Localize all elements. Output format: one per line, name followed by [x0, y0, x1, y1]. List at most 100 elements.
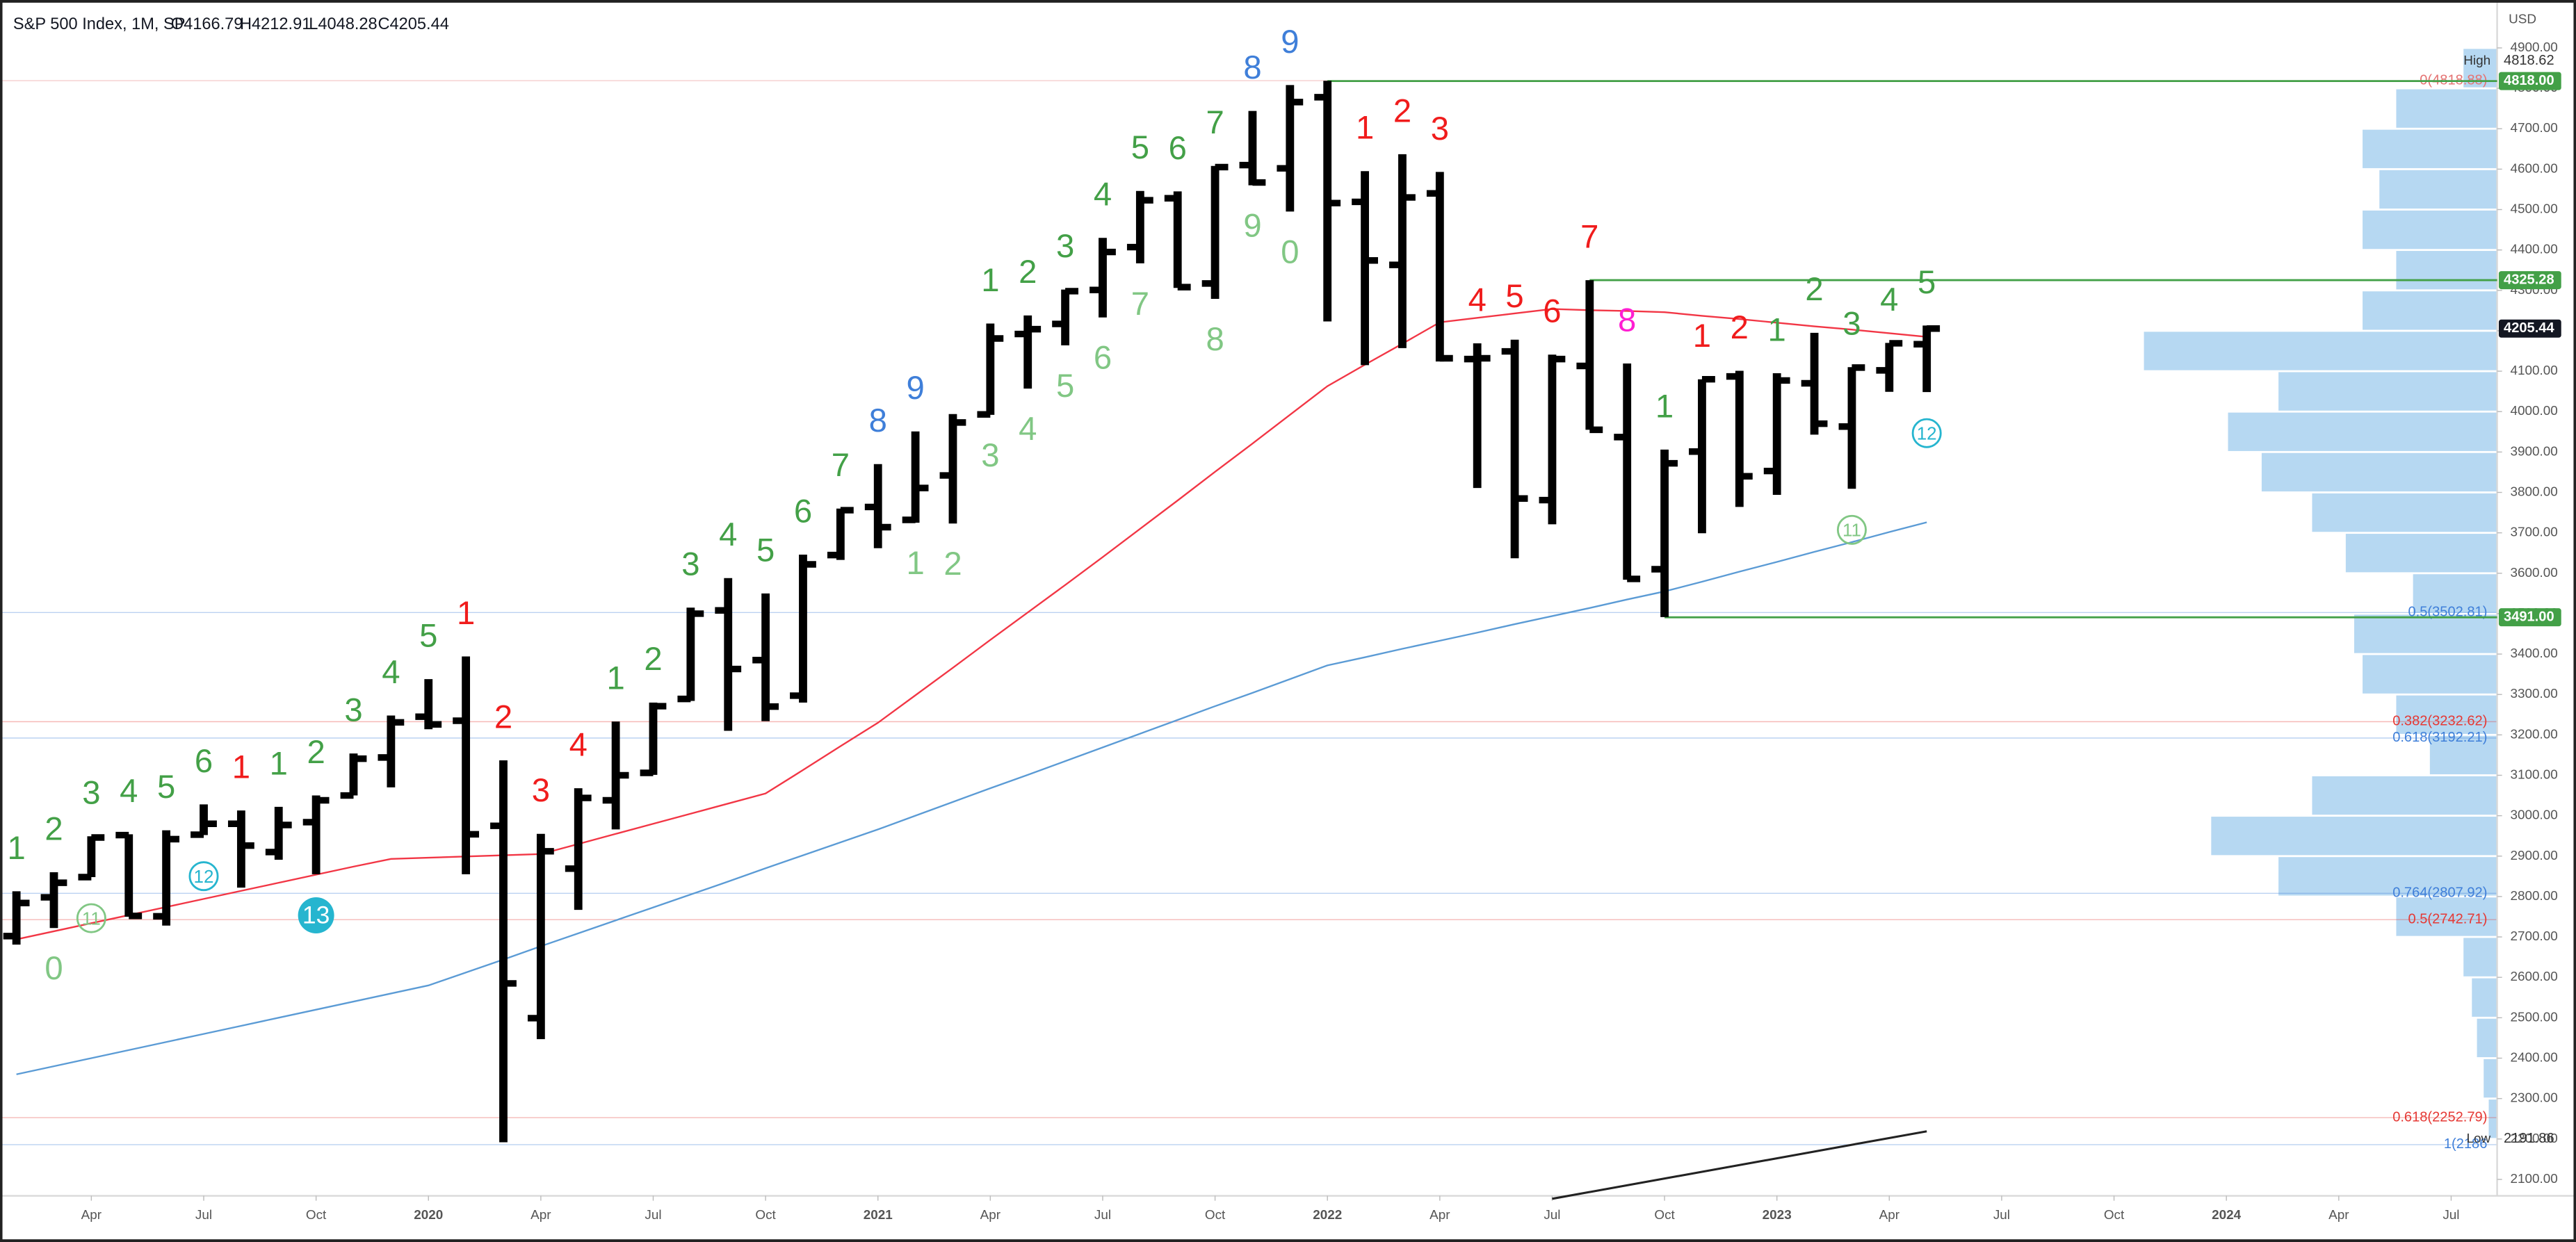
volume-profile-bar: [2312, 493, 2497, 532]
volume-profile-bar: [2363, 655, 2497, 694]
volume-profile-bar: [2278, 857, 2497, 896]
y-tick-label: 3300.00: [2510, 687, 2557, 701]
last-price-label: 4205.44: [2504, 320, 2554, 336]
setup-label: 2: [1805, 271, 1823, 308]
y-tick-label: 4100.00: [2510, 363, 2557, 378]
x-tick-label: Oct: [1654, 1208, 1675, 1223]
setup-label: 1: [606, 660, 624, 697]
y-tick-label: 3400.00: [2510, 646, 2557, 661]
y-tick-label: 2700.00: [2510, 929, 2557, 944]
price-label-box: [2498, 608, 2561, 627]
setup-label: 8: [869, 402, 887, 439]
y-tick-label: 2400.00: [2510, 1050, 2557, 1065]
y-tick-label: 2100.00: [2510, 1172, 2557, 1186]
setup-label: 6: [1169, 130, 1187, 167]
volume-profile-bar: [2228, 412, 2497, 451]
volume-profile-bar: [2261, 452, 2497, 492]
setup-label: 2: [1393, 92, 1411, 129]
y-tick-label: 4400.00: [2510, 243, 2557, 257]
setup-label: 5: [419, 618, 437, 655]
volume-profile-bar: [2312, 776, 2497, 815]
setup-label: 4: [1468, 281, 1487, 318]
setup-label: 5: [1131, 129, 1149, 166]
countdown-label: 12: [194, 866, 214, 887]
setup-label: 7: [832, 447, 850, 484]
price-label: 3491.00: [2504, 609, 2554, 624]
fib-label: 0.618(2252.79): [2392, 1109, 2487, 1125]
y-tick-label: 3200.00: [2510, 727, 2557, 742]
setup-label: 3: [532, 772, 550, 809]
setup-label: 3: [344, 692, 362, 729]
setup-label: 2: [644, 641, 662, 678]
setup-label: 3: [681, 546, 699, 583]
setup-label: 2: [494, 698, 512, 735]
low-value: 2191.86: [2504, 1131, 2554, 1146]
volume-profile-bar: [2477, 1018, 2497, 1058]
y-tick-label: 4500.00: [2510, 202, 2557, 217]
volume-profile-bar: [2278, 372, 2497, 411]
low-name: Low: [2466, 1131, 2490, 1146]
y-tick-label: 4700.00: [2510, 121, 2557, 136]
countdown-label: 11: [1842, 520, 1861, 541]
x-tick-label: Apr: [2328, 1208, 2349, 1223]
setup-label: 1: [981, 262, 999, 299]
x-tick-label: Oct: [2104, 1208, 2125, 1223]
countdown-label: 6: [1094, 340, 1112, 377]
setup-label: 4: [569, 727, 588, 764]
setup-label: 8: [1618, 302, 1636, 338]
setup-label: 5: [1918, 264, 1936, 301]
setup-label: 1: [232, 749, 250, 785]
x-tick-label: Jul: [1993, 1208, 2010, 1223]
volume-profile-bar: [2144, 332, 2497, 370]
high-name: High: [2463, 54, 2490, 68]
x-tick-label: Apr: [530, 1208, 551, 1223]
setup-label: 1: [7, 830, 25, 867]
chart-title: S&P 500 Index, 1M, SP: [13, 15, 186, 33]
setup-label: 5: [157, 769, 175, 806]
setup-label: 8: [1243, 49, 1261, 86]
volume-profile-bar: [2211, 817, 2497, 856]
setup-label: 1: [457, 595, 475, 632]
y-tick-label: 2500.00: [2510, 1010, 2557, 1024]
y-tick-label: 2200.00: [2510, 1131, 2557, 1146]
countdown-label: 7: [1131, 286, 1149, 322]
volume-profile-bar: [2396, 89, 2497, 128]
setup-label: 7: [1580, 219, 1598, 256]
setup-label: 1: [1356, 110, 1374, 147]
volume-profile-bar: [2363, 210, 2497, 250]
countdown-label: 1: [906, 545, 924, 582]
under-layer: [0, 49, 2497, 1145]
header-value: L4048.28: [309, 15, 377, 33]
countdown-label: 11: [82, 908, 101, 929]
fib-label: 0.618(3192.21): [2392, 730, 2487, 745]
setup-label: 6: [195, 743, 213, 780]
countdown-circle: [76, 903, 106, 933]
x-tick-label: Apr: [1429, 1208, 1450, 1223]
fib-label: 0.5(3502.81): [2408, 605, 2488, 620]
header-value: O4166.79: [171, 15, 243, 33]
setup-label: 2: [307, 734, 325, 771]
setup-label: 2: [44, 810, 63, 847]
volume-profile-bar: [2463, 938, 2497, 977]
y-tick-label: 3600.00: [2510, 566, 2557, 580]
volume-profile-bar: [2429, 735, 2497, 775]
volume-profile-bar: [2345, 534, 2497, 573]
volume-profile-bar: [2488, 1100, 2497, 1138]
x-tick-label: Oct: [1205, 1208, 1226, 1223]
y-tick-label: 3000.00: [2510, 808, 2557, 823]
countdown-label: 13: [302, 901, 330, 929]
y-tick-label: 2900.00: [2510, 849, 2557, 863]
price-label-box: [2498, 72, 2561, 90]
x-tick-label: Jul: [2443, 1208, 2459, 1223]
fib-label: 0.5(2742.71): [2408, 912, 2488, 927]
x-tick-label: Jul: [1094, 1208, 1111, 1223]
fib-label: 0.764(2807.92): [2392, 885, 2487, 901]
setup-label: 4: [719, 516, 737, 553]
price-label: 4818.00: [2504, 73, 2554, 88]
x-tick-label: 2022: [1313, 1208, 1342, 1223]
countdown-circle: [1911, 418, 1942, 448]
x-tick-label: Oct: [755, 1208, 776, 1223]
x-tick-label: Jul: [195, 1208, 212, 1223]
